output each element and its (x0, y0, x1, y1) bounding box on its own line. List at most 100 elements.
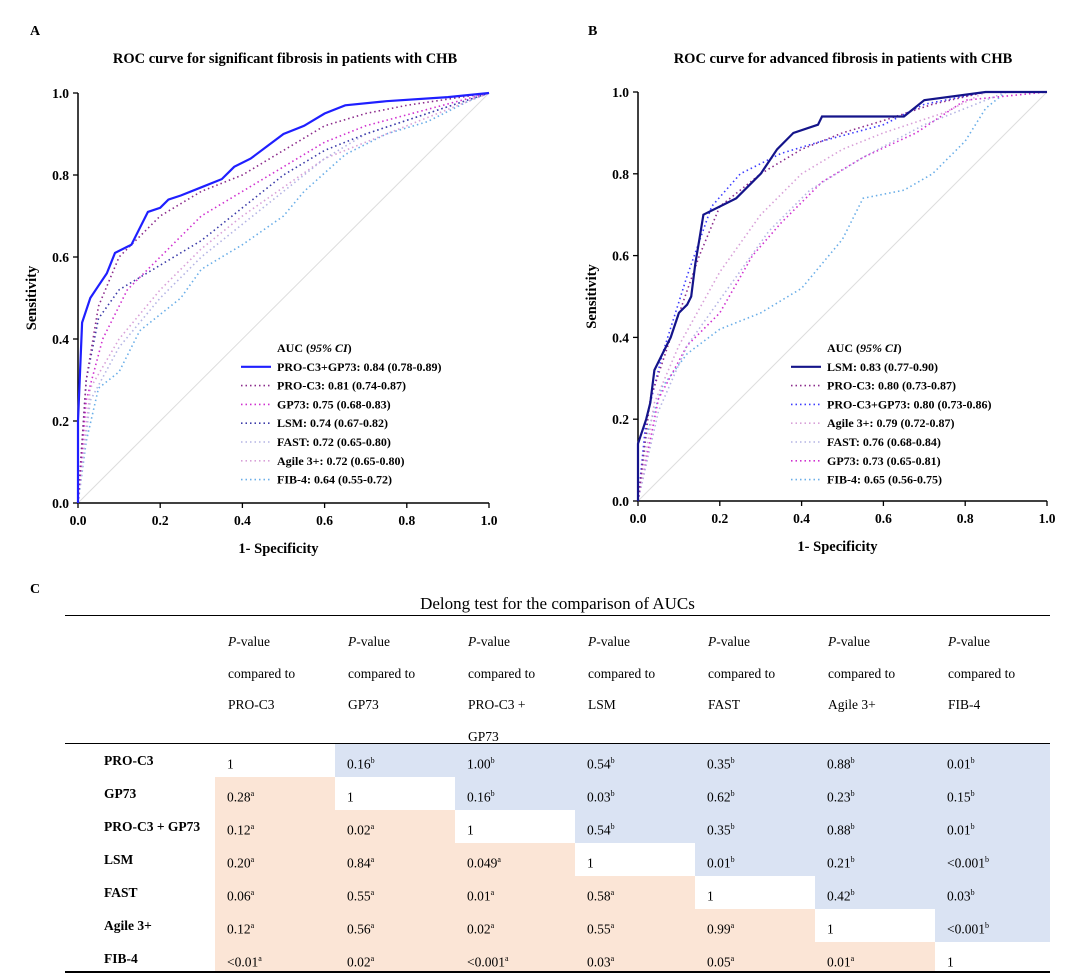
y-axis-label: Sensitivity (24, 265, 40, 330)
table-cell: 0.35b (695, 744, 815, 777)
table-cell: 0.54b (575, 810, 695, 843)
series-line-6 (77, 92, 490, 504)
table-title: Delong test for the comparison of AUCs (420, 594, 695, 613)
table-cell: 0.55a (575, 909, 695, 942)
table-cell: 0.02a (335, 942, 455, 971)
legend-entry: Agile 3+: 0.79 (0.72-0.87) (827, 416, 954, 430)
table-cell: 1 (707, 888, 714, 904)
table-cell: 0.05a (695, 942, 815, 971)
table-cell: 0.03a (575, 942, 695, 971)
row-label: FIB-4 (104, 951, 138, 966)
series-line-1 (77, 92, 490, 504)
roc-chart-a: ROC curve for significant fibrosis in pa… (24, 51, 498, 557)
table-cell: 0.88b (815, 744, 935, 777)
table-cell: <0.01a (215, 942, 335, 971)
legend-entry: GP73: 0.73 (0.65-0.81) (827, 454, 941, 468)
y-tick-label: 1.0 (612, 85, 629, 100)
y-tick-label: 0.2 (612, 412, 629, 427)
legend-entry: PRO-C3: 0.81 (0.74-0.87) (277, 379, 406, 393)
roc-charts: ROC curve for significant fibrosis in pa… (24, 51, 1056, 557)
legend-entry: LSM: 0.74 (0.67-0.82) (277, 416, 388, 430)
table-cell: <0.001b (935, 909, 1050, 942)
table-cell: 0.15b (935, 777, 1050, 810)
table-cell: 0.42b (815, 876, 935, 909)
table-cell: 0.02a (455, 909, 575, 942)
table-cell: 0.01b (695, 843, 815, 876)
column-header: P-value compared to FIB-4 (948, 634, 1016, 712)
column-header: P-value compared to LSM (588, 634, 656, 712)
table-cell: 1 (827, 921, 834, 937)
legend-entry: PRO-C3+GP73: 0.84 (0.78-0.89) (277, 360, 441, 374)
table-cell: 0.56a (335, 909, 455, 942)
column-header: P-value compared to PRO-C3 + GP73 (468, 634, 536, 744)
legend: AUC (95% CI) PRO-C3+GP73: 0.84 (0.78-0.89… (241, 341, 441, 487)
x-tick-label: 0.4 (234, 513, 251, 528)
y-axis-label: Sensitivity (584, 264, 600, 329)
table-bottom-rule (65, 971, 1050, 973)
chart-title: ROC curve for significant fibrosis in pa… (113, 51, 458, 67)
reference-diagonal (77, 92, 490, 504)
table-cell: 0.03b (935, 876, 1050, 909)
table-cell: 0.35b (695, 810, 815, 843)
row-label: GP73 (104, 786, 137, 801)
series-line-0 (76, 91, 490, 503)
table-cell: 0.88b (815, 810, 935, 843)
table-cell: 0.06a (215, 876, 335, 909)
y-tick-label: 0.0 (52, 496, 69, 511)
table-cell: 1 (347, 789, 354, 805)
table-top-rule (65, 615, 1050, 616)
table-cell: 0.12a (215, 909, 335, 942)
table-cell: 0.23b (815, 777, 935, 810)
x-tick-label: 0.2 (152, 513, 169, 528)
x-tick-label: 1.0 (481, 513, 498, 528)
series-line-1 (637, 91, 1047, 502)
legend-entry: FIB-4: 0.64 (0.55-0.72) (277, 473, 392, 487)
table-cell: 0.99a (695, 909, 815, 942)
table-cell: 1.00b (455, 744, 575, 777)
series-line-3 (637, 91, 1047, 502)
x-tick-label: 0.6 (316, 513, 333, 528)
table-cell: 0.01b (935, 810, 1050, 843)
table-cell: 0.12a (215, 810, 335, 843)
x-tick-label: 0.8 (957, 511, 974, 526)
table-cell: 0.01b (935, 744, 1050, 777)
chart-title: ROC curve for advanced fibrosis in patie… (674, 51, 1013, 67)
x-axis-label: 1- Specificity (238, 541, 319, 557)
table-cell: 0.01a (815, 942, 935, 971)
legend: AUC (95% CI) LSM: 0.83 (0.77-0.90) PRO-C3:… (791, 341, 991, 487)
table-cell: 0.54b (575, 744, 695, 777)
table-cell: 1 (467, 822, 474, 838)
x-axis-label: 1- Specificity (797, 539, 878, 555)
table-cell: 0.049a (455, 843, 575, 876)
table-cell: 0.55a (335, 876, 455, 909)
y-tick-label: 0.6 (52, 250, 69, 265)
row-label: PRO-C3 (104, 753, 154, 768)
legend-entry: LSM: 0.83 (0.77-0.90) (827, 360, 938, 374)
legend-entry: PRO-C3+GP73: 0.80 (0.73-0.86) (827, 397, 991, 411)
legend-entry: Agile 3+: 0.72 (0.65-0.80) (277, 454, 404, 468)
table-cell: 0.62b (695, 777, 815, 810)
series-line-3 (77, 92, 490, 504)
column-header: P-value compared to GP73 (348, 634, 416, 712)
table-cell: 1 (227, 756, 234, 772)
table-cell: 0.16b (335, 744, 455, 777)
y-tick-label: 0.6 (612, 249, 629, 264)
series-line-6 (637, 91, 1047, 502)
reference-diagonal (637, 91, 1048, 502)
series-line-4 (637, 91, 1047, 502)
x-tick-label: 0.8 (398, 513, 415, 528)
legend-title: AUC (95% CI) (277, 341, 352, 355)
x-tick-label: 0.0 (630, 511, 647, 526)
row-label: Agile 3+ (104, 918, 152, 933)
legend-entry: PRO-C3: 0.80 (0.73-0.87) (827, 379, 956, 393)
x-tick-label: 0.6 (875, 511, 892, 526)
series-line-0 (636, 90, 1047, 501)
table-cell: 0.01a (455, 876, 575, 909)
roc-chart-b: ROC curve for advanced fibrosis in patie… (584, 51, 1056, 555)
series-line-5 (637, 91, 1048, 502)
x-tick-label: 0.2 (711, 511, 728, 526)
legend-entry: GP73: 0.75 (0.68-0.83) (277, 397, 391, 411)
panel-label-c: C (30, 582, 41, 597)
y-tick-label: 1.0 (52, 86, 69, 101)
